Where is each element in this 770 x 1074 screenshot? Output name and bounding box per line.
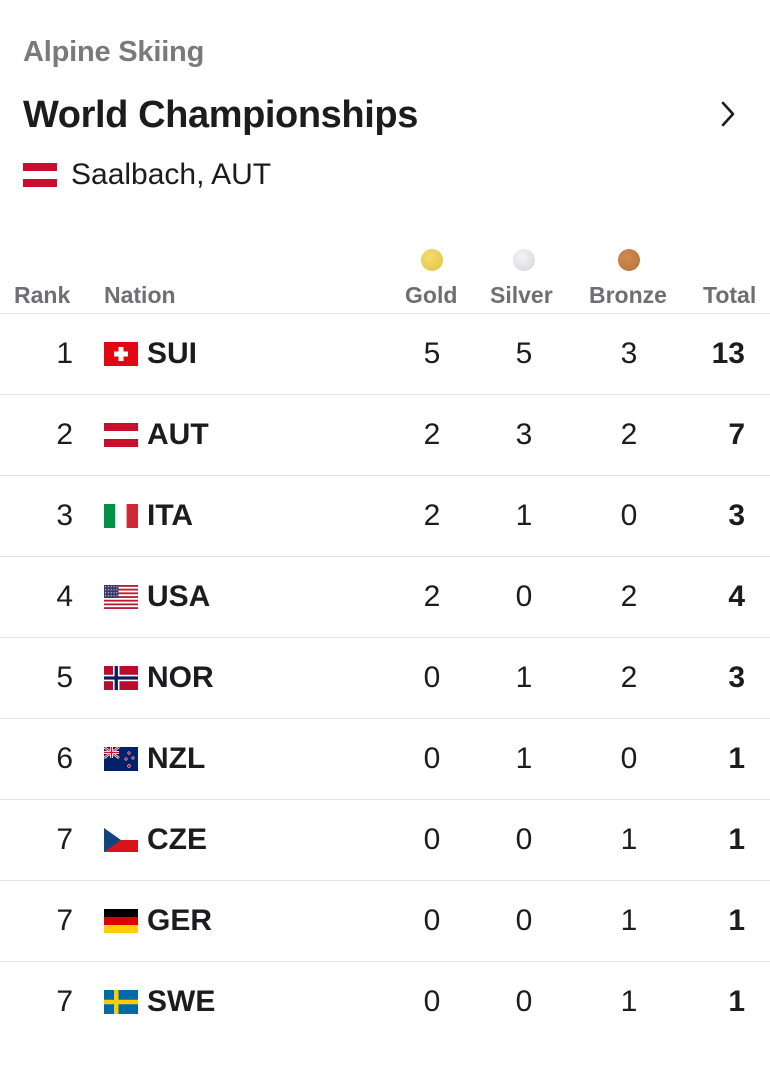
rank-cell: 6 [56,742,73,775]
total-count: 3 [728,661,745,694]
rank-cell: 4 [56,580,73,613]
silver-count: 3 [515,418,533,451]
nation-code: AUT [147,418,209,451]
nor-flag-icon [104,666,138,690]
silver-count: 1 [515,661,533,694]
rank-cell: 7 [56,985,73,1018]
gold-count: 2 [423,580,441,613]
sport-name: Alpine Skiing [23,36,205,68]
gold-medal-icon [421,249,443,271]
table-row[interactable]: 7 SWE 0 0 1 1 [0,962,770,1043]
ita-flag-icon [104,504,138,528]
rank-cell: 7 [56,823,73,856]
table-row[interactable]: 3 ITA 2 1 0 3 [0,476,770,557]
ger-flag-icon [104,909,138,933]
location-text: Saalbach, AUT [71,158,272,191]
table-row[interactable]: 2 AUT 2 3 2 7 [0,395,770,476]
gold-count: 0 [423,742,441,775]
nation-code: SUI [147,337,198,370]
rank-cell: 5 [56,661,73,694]
aut-flag-icon [104,423,138,447]
silver-count: 0 [515,904,533,937]
nation-code: CZE [147,823,207,856]
bronze-count: 0 [620,499,638,532]
bronze-count: 2 [620,661,638,694]
sui-flag-icon [104,342,138,366]
nation-code: SWE [147,985,216,1018]
swe-flag-icon [104,990,138,1014]
column-header-bronze: Bronze [589,282,667,308]
silver-medal-icon [513,249,535,271]
bronze-count: 3 [620,337,638,370]
rank-cell: 7 [56,904,73,937]
column-header-nation: Nation [104,282,176,308]
silver-count: 0 [515,823,533,856]
bronze-count: 2 [620,418,638,451]
column-header-silver: Silver [490,282,553,308]
total-count: 13 [711,337,745,370]
rank-cell: 3 [56,499,73,532]
column-header-total: Total [703,282,757,308]
nation-cell: NZL [104,719,205,799]
silver-count: 0 [515,580,533,613]
bronze-count: 1 [620,985,638,1018]
bronze-medal-icon [618,249,640,271]
nation-cell: NOR [104,638,214,718]
table-row[interactable]: 4 USA 2 0 2 4 [0,557,770,638]
total-count: 1 [728,742,745,775]
silver-count: 5 [515,337,533,370]
aut-flag-icon [23,163,57,187]
chevron-right-icon[interactable] [713,96,743,132]
silver-count: 1 [515,742,533,775]
column-header-rank: Rank [14,282,71,308]
nation-cell: ITA [104,476,193,556]
nation-code: NZL [147,742,206,775]
nation-cell: CZE [104,800,207,880]
table-row[interactable]: 6 NZL 0 1 0 1 [0,719,770,800]
nation-cell: GER [104,881,212,961]
nation-code: USA [147,580,211,613]
bronze-count: 0 [620,742,638,775]
cze-flag-icon [104,828,138,852]
table-row[interactable]: 7 GER 0 0 1 1 [0,881,770,962]
silver-count: 1 [515,499,533,532]
nation-cell: AUT [104,395,209,475]
event-header: Alpine Skiing World Championships Saalba… [23,36,770,191]
event-title[interactable]: World Championships [23,94,418,136]
gold-count: 2 [423,499,441,532]
table-divider [0,313,770,314]
table-row[interactable]: 5 NOR 0 1 2 3 [0,638,770,719]
nation-code: NOR [147,661,214,694]
column-header-gold: Gold [405,282,458,308]
total-count: 7 [728,418,745,451]
bronze-count: 1 [620,904,638,937]
table-row[interactable]: 7 CZE 0 0 1 1 [0,800,770,881]
gold-count: 5 [423,337,441,370]
event-location: Saalbach, AUT [23,158,271,192]
total-count: 1 [728,823,745,856]
bronze-count: 1 [620,823,638,856]
gold-count: 0 [423,661,441,694]
nation-code: ITA [147,499,194,532]
nzl-flag-icon [104,747,138,771]
gold-count: 0 [423,904,441,937]
total-count: 1 [728,985,745,1018]
total-count: 1 [728,904,745,937]
table-row[interactable]: 1 SUI 5 5 3 13 [0,314,770,395]
nation-cell: USA [104,557,210,637]
gold-count: 0 [423,823,441,856]
total-count: 4 [728,580,745,613]
rank-cell: 1 [56,337,73,370]
usa-flag-icon [104,585,138,609]
nation-cell: SWE [104,962,215,1042]
bronze-count: 2 [620,580,638,613]
total-count: 3 [728,499,745,532]
gold-count: 0 [423,985,441,1018]
nation-code: GER [147,904,213,937]
gold-count: 2 [423,418,441,451]
silver-count: 0 [515,985,533,1018]
rank-cell: 2 [56,418,73,451]
nation-cell: SUI [104,314,197,394]
